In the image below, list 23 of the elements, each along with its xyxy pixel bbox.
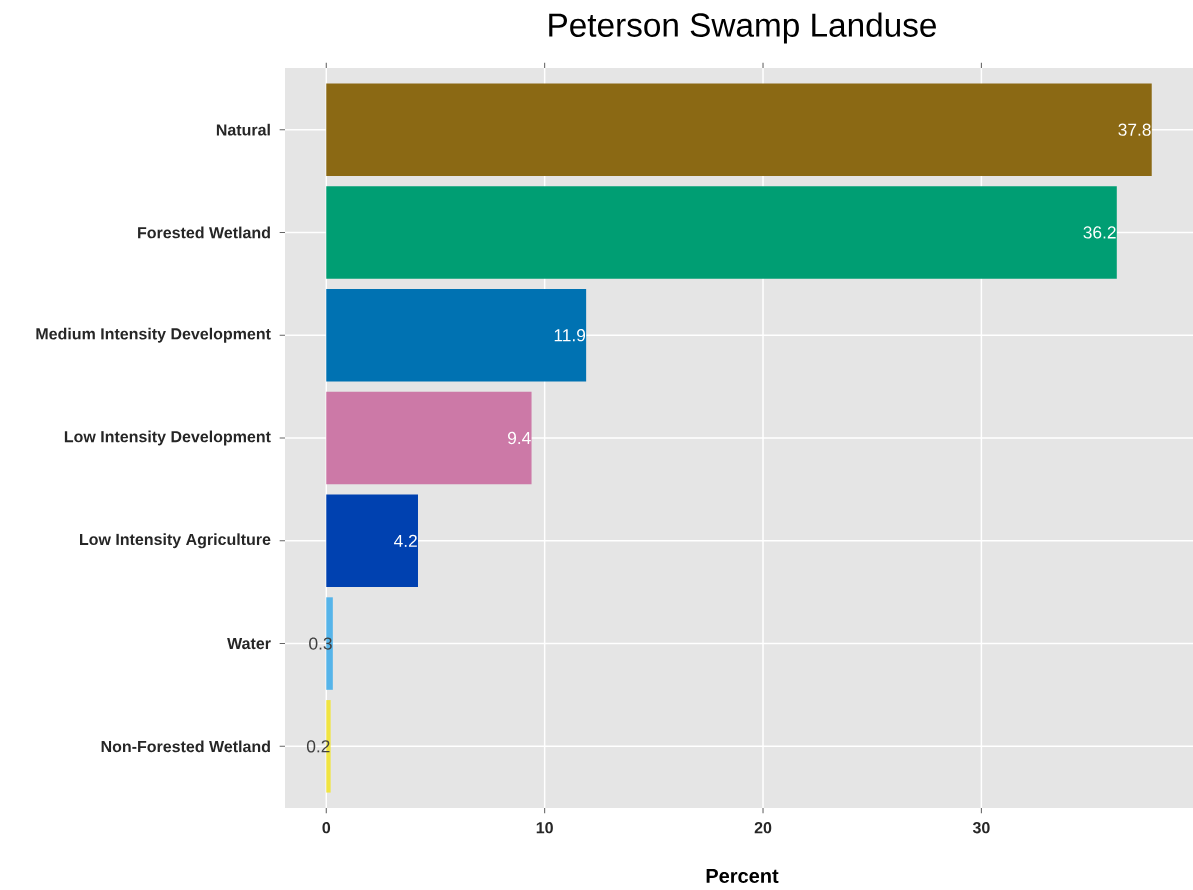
data-label: 36.2 xyxy=(1083,226,1116,239)
y-tick-label: Forested Wetland xyxy=(138,226,270,239)
bar xyxy=(326,288,587,382)
y-tick-label: Low Intensity Agriculture xyxy=(80,533,271,549)
x-tick-label: 30 xyxy=(972,822,990,834)
data-label: 4.2 xyxy=(394,534,417,547)
x-axis-title: Percent xyxy=(706,869,779,883)
data-label: 11.9 xyxy=(554,329,586,342)
data-label: 37.8 xyxy=(1118,123,1151,136)
x-tick-label: 20 xyxy=(754,822,772,834)
bar xyxy=(326,186,1117,279)
y-tick-label: Natural xyxy=(216,123,270,136)
bar xyxy=(326,494,418,588)
x-tick-label: 10 xyxy=(536,822,553,834)
y-tick-label: Water xyxy=(227,637,271,650)
bar xyxy=(326,391,532,485)
data-label: 9.4 xyxy=(508,431,531,445)
x-tick-label: 0 xyxy=(322,822,331,834)
chart-title: Peterson Swamp Landuse xyxy=(549,12,936,44)
y-tick-label: Non-Forested Wetland xyxy=(101,740,270,753)
bar xyxy=(326,83,1152,176)
y-tick-label: Medium Intensity Development xyxy=(36,327,271,343)
y-tick-label: Low Intensity Development xyxy=(64,430,271,446)
